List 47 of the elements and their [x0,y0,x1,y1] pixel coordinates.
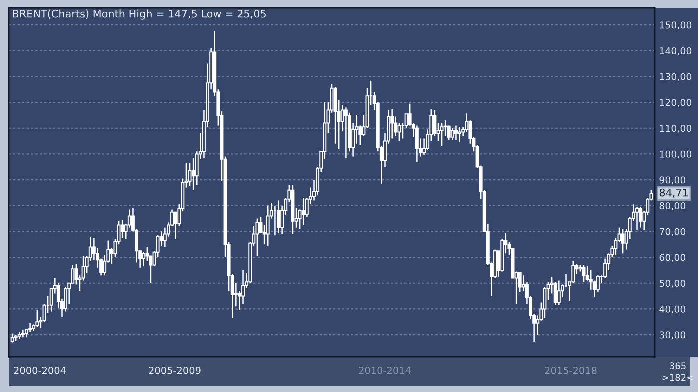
candlestick [334,86,338,145]
y-tick-label: 50,00 [660,280,686,288]
y-tick-label: 40,00 [660,306,686,314]
candlestick [554,281,558,306]
y-tick-label: 150,00 [660,22,692,30]
text: 2015-2018 [545,366,597,374]
candlestick [174,212,178,240]
candlestick [256,218,260,257]
y-tick-label: 130,00 [660,73,692,82]
y-tick-label: 110,00 [660,124,692,134]
y-tick-label: 140,00 [660,47,692,56]
text: 2010-2014 [359,366,411,374]
candlestick [302,198,306,226]
y-tick-label: 90,00 [660,176,686,185]
y-tick-label: 60,00 [660,254,686,262]
candlestick [415,125,419,163]
candlestick [120,219,124,239]
candlestick [390,108,394,140]
y-tick-label: 70,00 [660,228,686,236]
candlestick [621,228,625,254]
candlestick [596,275,600,294]
candlestick [36,310,40,328]
candlestick [636,206,639,232]
candlestick [266,205,270,247]
candlestick [344,107,348,159]
candlestick [21,329,25,338]
candlestick [450,128,454,141]
candlestick [639,206,643,228]
candlestick [454,125,458,141]
y-tick-label: 120,00 [660,99,692,108]
candlestick [557,280,561,306]
candlestick [398,122,402,142]
y-tick-label: 100,00 [660,150,692,159]
text: 2005-2009 [149,366,201,374]
chart-title: BRENT(Charts) Month High = 147,5 Low = 25,05 [13,10,266,20]
candlestick [146,246,150,262]
candlestick [192,157,196,192]
text: 2000-2004 [14,366,66,374]
candlestick [28,322,32,334]
candlestick [440,122,444,148]
candlestick [277,200,280,234]
y-tick-label: 80,00 [660,202,686,211]
y-tick-label: 30,00 [660,332,686,340]
annotation: 84,71 [660,188,688,198]
candlestick [572,260,576,284]
candlestick [458,126,462,144]
text: 365 [670,362,686,370]
